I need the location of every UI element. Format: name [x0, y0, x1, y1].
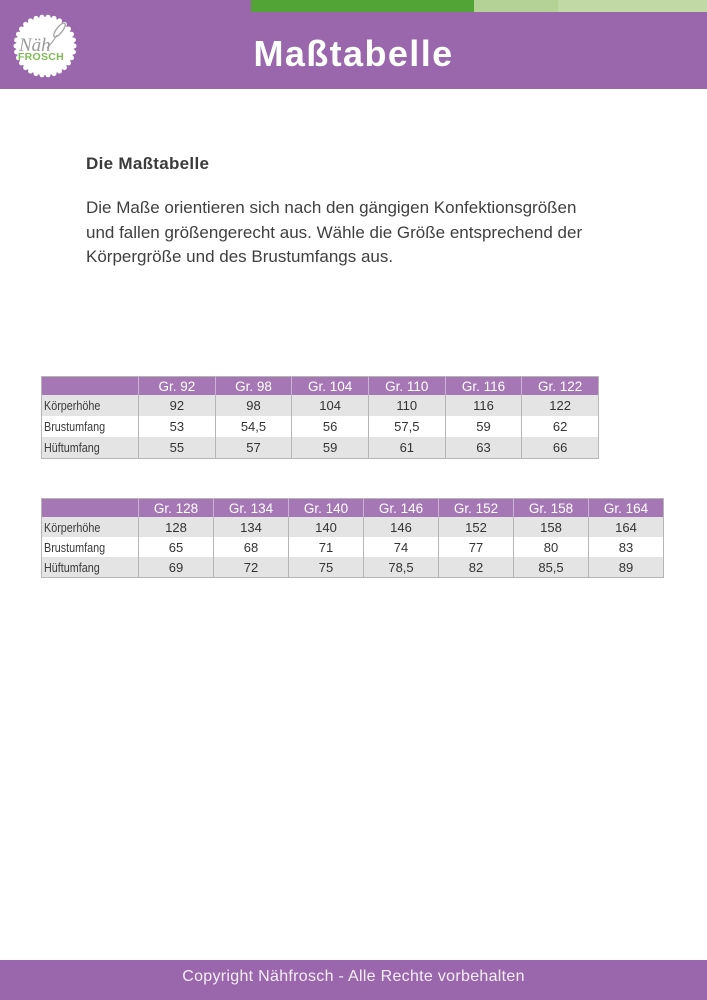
- svg-text:Näh: Näh: [18, 35, 51, 56]
- svg-text:FROSCH: FROSCH: [18, 51, 64, 63]
